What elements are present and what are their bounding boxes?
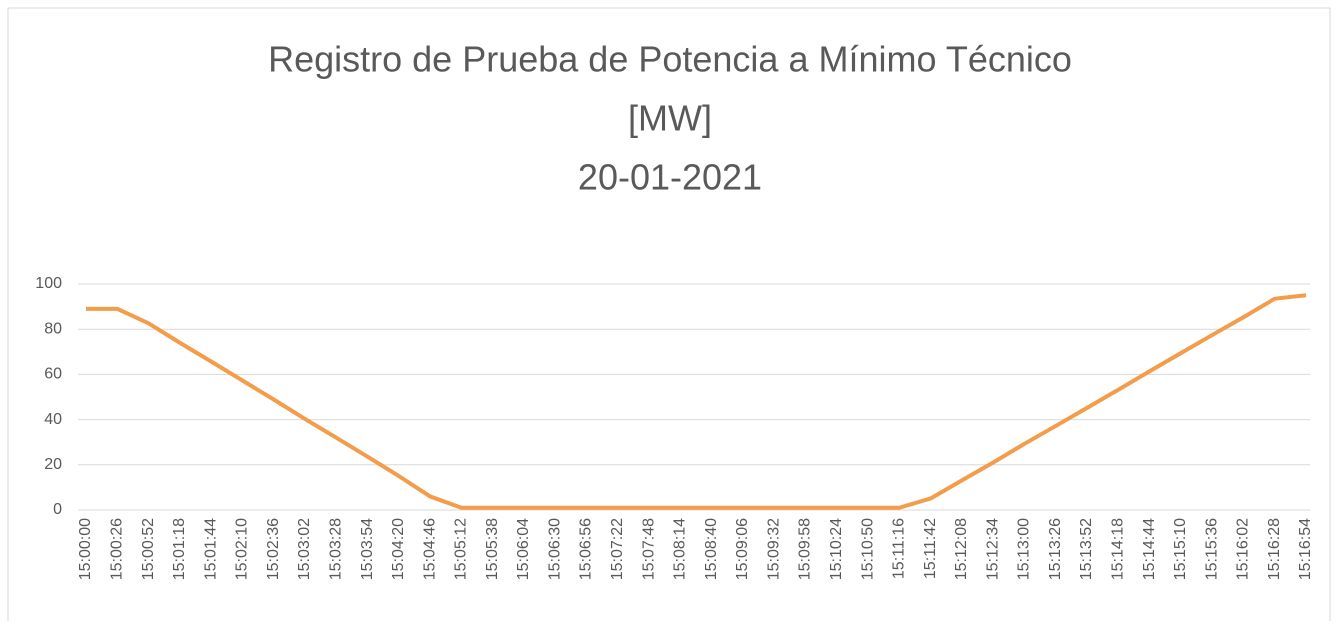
x-tick-label: 15:07:48 — [640, 518, 657, 580]
chart-title: [MW] — [628, 98, 712, 139]
x-tick-label: 15:13:52 — [1078, 518, 1095, 580]
x-tick-label: 15:03:54 — [359, 518, 376, 580]
x-tick-label: 15:10:24 — [828, 518, 845, 580]
x-tick-label: 15:08:40 — [703, 518, 720, 580]
x-tick-label: 15:00:52 — [140, 518, 157, 580]
y-tick-label: 20 — [44, 456, 62, 473]
x-tick-label: 15:05:12 — [453, 518, 470, 580]
chart-title: Registro de Prueba de Potencia a Mínimo … — [268, 39, 1072, 80]
x-tick-label: 15:06:04 — [515, 518, 532, 580]
x-tick-label: 15:16:54 — [1297, 518, 1314, 580]
x-tick-label: 15:04:46 — [421, 518, 438, 580]
y-tick-label: 0 — [53, 501, 62, 518]
x-tick-label: 15:13:00 — [1016, 518, 1033, 580]
x-tick-label: 15:07:22 — [609, 518, 626, 580]
x-tick-label: 15:04:20 — [390, 518, 407, 580]
x-tick-label: 15:03:02 — [296, 518, 313, 580]
x-tick-label: 15:12:08 — [953, 518, 970, 580]
x-tick-label: 15:14:18 — [1110, 518, 1127, 580]
x-tick-label: 15:05:38 — [484, 518, 501, 580]
x-tick-label: 15:01:18 — [171, 518, 188, 580]
data-line — [86, 293, 1307, 510]
x-tick-label: 15:13:26 — [1047, 518, 1064, 580]
x-tick-label: 15:10:50 — [859, 518, 876, 580]
x-tick-label: 15:08:14 — [672, 518, 689, 580]
x-tick-label: 15:06:30 — [546, 518, 563, 580]
x-tick-label: 15:09:06 — [734, 518, 751, 580]
x-tick-label: 15:06:56 — [578, 518, 595, 580]
x-tick-label: 15:11:16 — [891, 518, 908, 579]
chart-frame — [7, 7, 1331, 626]
x-tick-label: 15:15:10 — [1172, 518, 1189, 580]
x-tick-label: 15:02:36 — [265, 518, 282, 580]
x-tick-label: 15:02:10 — [234, 518, 251, 580]
y-tick-label: 100 — [35, 275, 62, 292]
x-tick-label: 15:11:42 — [922, 518, 939, 579]
chart-title: 20-01-2021 — [578, 157, 762, 198]
x-tick-label: 15:14:44 — [1141, 518, 1158, 580]
x-tick-label: 15:09:32 — [765, 518, 782, 580]
x-tick-label: 15:00:26 — [109, 518, 126, 580]
y-tick-label: 60 — [44, 366, 62, 383]
x-tick-label: 15:03:28 — [327, 518, 344, 580]
x-tick-label: 15:15:36 — [1203, 518, 1220, 580]
x-tick-label: 15:00:00 — [77, 518, 94, 580]
x-tick-label: 15:16:28 — [1266, 518, 1283, 580]
x-tick-label: 15:01:44 — [202, 518, 219, 580]
y-tick-label: 40 — [44, 411, 62, 428]
x-tick-label: 15:09:58 — [797, 518, 814, 580]
y-tick-label: 80 — [44, 320, 62, 337]
x-tick-label: 15:16:02 — [1235, 518, 1252, 580]
x-tick-label: 15:12:34 — [984, 518, 1001, 580]
